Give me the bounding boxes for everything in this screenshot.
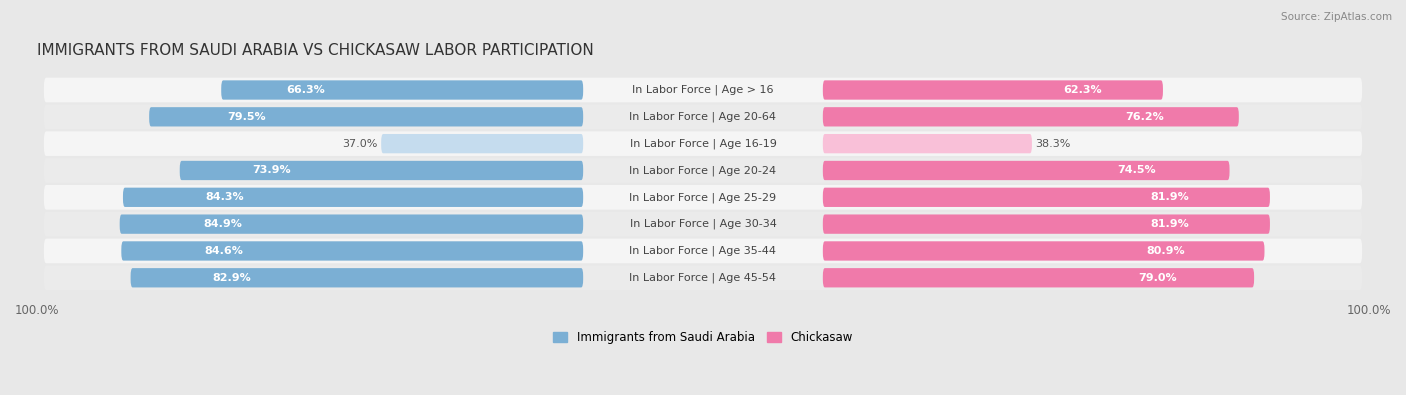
Text: 37.0%: 37.0% bbox=[343, 139, 378, 149]
Text: In Labor Force | Age 20-24: In Labor Force | Age 20-24 bbox=[630, 165, 776, 176]
Text: In Labor Force | Age > 16: In Labor Force | Age > 16 bbox=[633, 85, 773, 95]
Text: 73.9%: 73.9% bbox=[252, 166, 291, 175]
FancyBboxPatch shape bbox=[120, 214, 583, 234]
FancyBboxPatch shape bbox=[221, 80, 583, 100]
FancyBboxPatch shape bbox=[122, 188, 583, 207]
Text: 80.9%: 80.9% bbox=[1146, 246, 1185, 256]
Text: In Labor Force | Age 45-54: In Labor Force | Age 45-54 bbox=[630, 273, 776, 283]
Text: In Labor Force | Age 35-44: In Labor Force | Age 35-44 bbox=[630, 246, 776, 256]
Legend: Immigrants from Saudi Arabia, Chickasaw: Immigrants from Saudi Arabia, Chickasaw bbox=[554, 331, 852, 344]
Text: 84.9%: 84.9% bbox=[202, 219, 242, 229]
FancyBboxPatch shape bbox=[44, 131, 1362, 156]
Text: 66.3%: 66.3% bbox=[287, 85, 325, 95]
FancyBboxPatch shape bbox=[823, 107, 1239, 126]
Text: 38.3%: 38.3% bbox=[1035, 139, 1070, 149]
Text: 79.0%: 79.0% bbox=[1137, 273, 1177, 283]
Text: In Labor Force | Age 20-64: In Labor Force | Age 20-64 bbox=[630, 111, 776, 122]
FancyBboxPatch shape bbox=[823, 214, 1270, 234]
FancyBboxPatch shape bbox=[131, 268, 583, 288]
Text: Source: ZipAtlas.com: Source: ZipAtlas.com bbox=[1281, 12, 1392, 22]
Text: IMMIGRANTS FROM SAUDI ARABIA VS CHICKASAW LABOR PARTICIPATION: IMMIGRANTS FROM SAUDI ARABIA VS CHICKASA… bbox=[37, 43, 593, 58]
Text: 74.5%: 74.5% bbox=[1118, 166, 1156, 175]
FancyBboxPatch shape bbox=[823, 268, 1254, 288]
FancyBboxPatch shape bbox=[44, 78, 1362, 102]
FancyBboxPatch shape bbox=[823, 188, 1270, 207]
FancyBboxPatch shape bbox=[44, 265, 1362, 290]
FancyBboxPatch shape bbox=[44, 105, 1362, 129]
FancyBboxPatch shape bbox=[44, 239, 1362, 263]
Text: 84.3%: 84.3% bbox=[205, 192, 245, 202]
FancyBboxPatch shape bbox=[44, 158, 1362, 183]
FancyBboxPatch shape bbox=[823, 241, 1264, 261]
Text: 79.5%: 79.5% bbox=[228, 112, 266, 122]
FancyBboxPatch shape bbox=[44, 212, 1362, 237]
Text: 81.9%: 81.9% bbox=[1150, 192, 1189, 202]
Text: 82.9%: 82.9% bbox=[212, 273, 250, 283]
Text: 62.3%: 62.3% bbox=[1063, 85, 1102, 95]
Text: In Labor Force | Age 16-19: In Labor Force | Age 16-19 bbox=[630, 138, 776, 149]
FancyBboxPatch shape bbox=[381, 134, 583, 153]
Text: In Labor Force | Age 25-29: In Labor Force | Age 25-29 bbox=[630, 192, 776, 203]
FancyBboxPatch shape bbox=[823, 161, 1229, 180]
FancyBboxPatch shape bbox=[149, 107, 583, 126]
FancyBboxPatch shape bbox=[180, 161, 583, 180]
Text: In Labor Force | Age 30-34: In Labor Force | Age 30-34 bbox=[630, 219, 776, 229]
Text: 76.2%: 76.2% bbox=[1125, 112, 1164, 122]
FancyBboxPatch shape bbox=[121, 241, 583, 261]
FancyBboxPatch shape bbox=[823, 80, 1163, 100]
Text: 84.6%: 84.6% bbox=[204, 246, 243, 256]
FancyBboxPatch shape bbox=[44, 185, 1362, 210]
Text: 81.9%: 81.9% bbox=[1150, 219, 1189, 229]
FancyBboxPatch shape bbox=[823, 134, 1032, 153]
